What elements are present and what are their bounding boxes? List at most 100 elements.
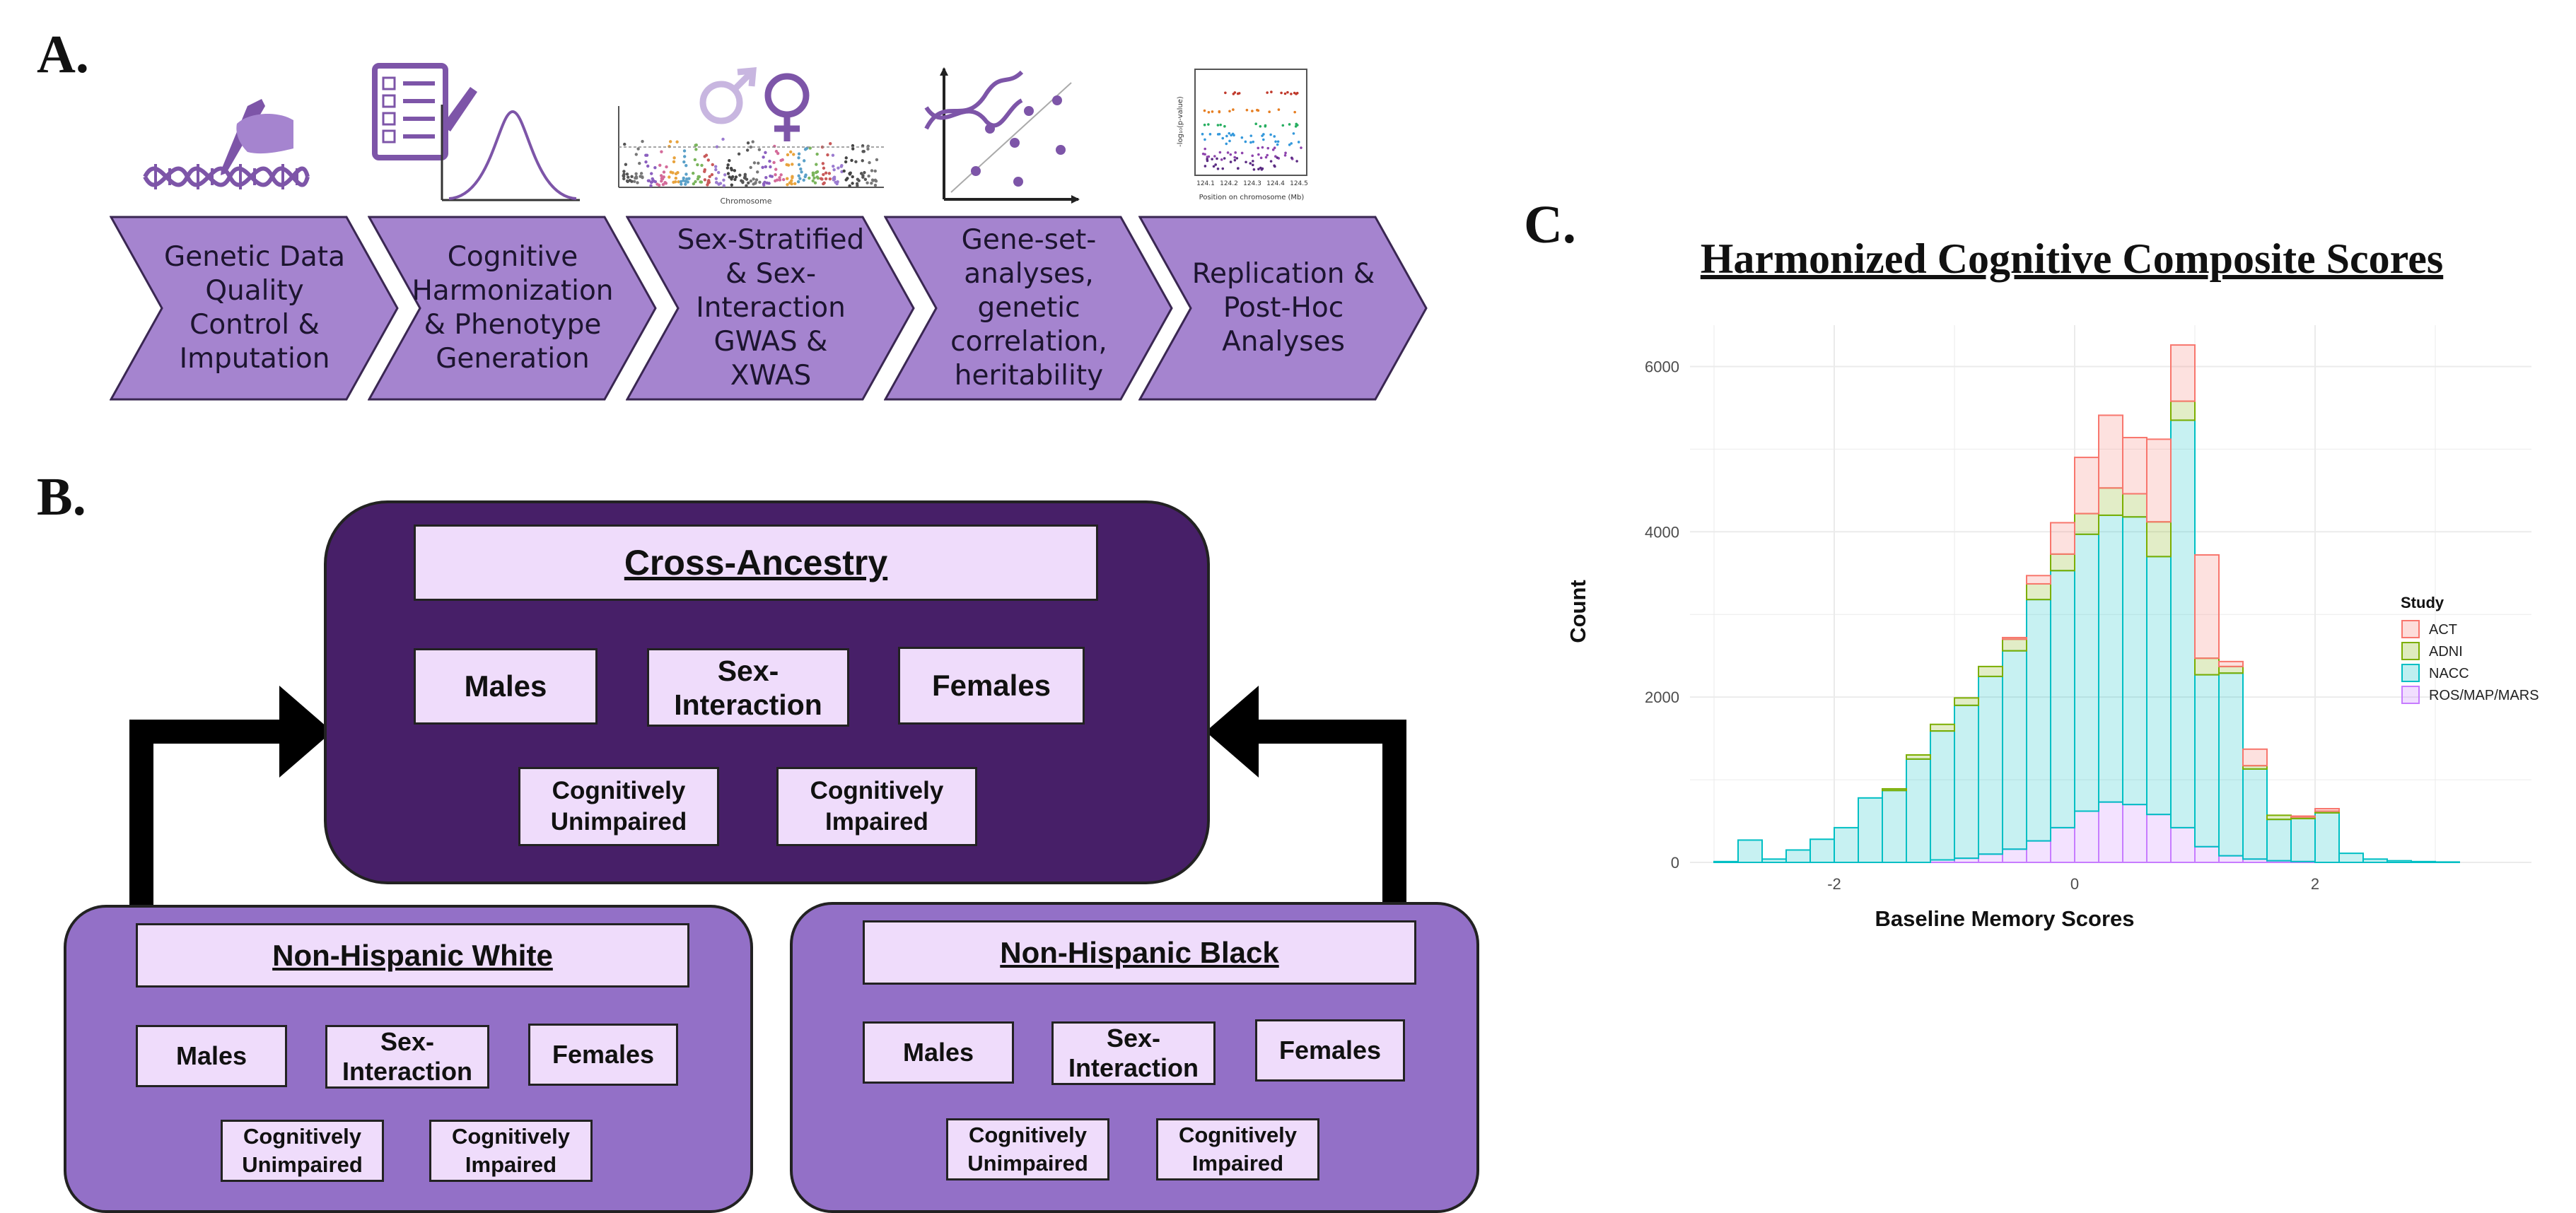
locuszoom-point bbox=[1259, 124, 1262, 128]
locuszoom-point bbox=[1244, 140, 1247, 143]
manhattan-point bbox=[747, 181, 750, 184]
manhattan-point bbox=[851, 143, 855, 148]
manhattan-point bbox=[645, 153, 649, 157]
histogram-bar-nacc bbox=[2338, 852, 2364, 864]
manhattan-point bbox=[752, 177, 755, 181]
manhattan-point bbox=[822, 166, 826, 170]
locuszoom-point bbox=[1261, 138, 1265, 141]
legend-title: Study bbox=[2401, 594, 2444, 611]
manhattan-point bbox=[729, 166, 733, 170]
manhattan-point bbox=[693, 158, 697, 162]
manhattan-point bbox=[636, 147, 640, 151]
histogram-bar-adni bbox=[1882, 787, 1907, 792]
checklist-distribution-icon bbox=[371, 62, 583, 207]
histogram-bar-adni bbox=[2026, 582, 2051, 601]
locuszoom-point bbox=[1219, 123, 1222, 127]
manhattan-point bbox=[757, 161, 760, 165]
locuszoom-point bbox=[1201, 132, 1204, 136]
panel-label-b: B. bbox=[37, 467, 86, 527]
locuszoom-point bbox=[1249, 134, 1253, 137]
locuszoom-point bbox=[1266, 91, 1269, 94]
x-tick-label: -2 bbox=[1827, 875, 1841, 893]
manhattan-point bbox=[694, 143, 697, 147]
locuszoom-point bbox=[1276, 156, 1279, 159]
manhattan-point bbox=[714, 177, 718, 180]
manhattan-point bbox=[749, 145, 753, 149]
locuszoom-plot-icon: -log₁₀(p-value) 124.1 124.2 124.3 124.4 … bbox=[1174, 65, 1329, 206]
lz-xtick: 124.2 bbox=[1220, 180, 1238, 187]
manhattan-point bbox=[722, 178, 725, 182]
histogram-bar-ros-map-mars bbox=[2122, 804, 2147, 864]
locuszoom-point bbox=[1264, 156, 1268, 159]
histogram-bar-nacc bbox=[1858, 797, 1883, 863]
manhattan-point bbox=[626, 180, 629, 183]
manhattan-point bbox=[749, 179, 753, 183]
manhattan-point bbox=[844, 160, 848, 164]
locuszoom-point bbox=[1283, 153, 1287, 157]
locuszoom-point bbox=[1223, 157, 1226, 160]
histogram-bar-nacc bbox=[2098, 514, 2123, 803]
locuszoom-point bbox=[1252, 140, 1255, 143]
locuszoom-point bbox=[1295, 93, 1298, 95]
manhattan-point bbox=[716, 170, 721, 175]
histogram-bar-adni bbox=[2098, 487, 2123, 516]
manhattan-point bbox=[844, 156, 848, 160]
manhattan-point bbox=[752, 161, 757, 165]
manhattan-point bbox=[867, 174, 870, 178]
manhattan-point bbox=[822, 182, 825, 186]
locuszoom-point bbox=[1226, 151, 1230, 154]
manhattan-point bbox=[668, 175, 671, 179]
manhattan-point bbox=[772, 160, 776, 165]
y-tick-label: 6000 bbox=[1645, 358, 1679, 375]
legend-label: ACT bbox=[2429, 622, 2457, 638]
histogram-bar-act bbox=[2074, 457, 2099, 515]
histogram-bar-adni bbox=[2122, 493, 2147, 518]
manhattan-point bbox=[820, 177, 824, 181]
manhattan-point bbox=[846, 177, 849, 180]
manhattan-point bbox=[708, 175, 711, 179]
manhattan-point bbox=[664, 182, 668, 185]
x-tick-label: 2 bbox=[2311, 875, 2319, 893]
histogram-bar-ros-map-mars bbox=[2050, 826, 2075, 864]
manhattan-point bbox=[622, 177, 626, 181]
locuszoom-point bbox=[1281, 124, 1285, 127]
locuszoom-point bbox=[1268, 110, 1271, 114]
histogram-bar-nacc bbox=[1978, 675, 2003, 855]
lz-xtick: 124.3 bbox=[1243, 180, 1261, 187]
manhattan-point bbox=[639, 172, 643, 175]
locuszoom-point bbox=[1216, 157, 1218, 160]
manhattan-point bbox=[837, 166, 840, 170]
locuszoom-point bbox=[1295, 160, 1298, 163]
y-tick-label: 0 bbox=[1671, 854, 1679, 872]
locuszoom-point bbox=[1297, 141, 1300, 143]
manhattan-point bbox=[623, 142, 626, 146]
locuszoom-point bbox=[1229, 160, 1232, 163]
histogram-bar-ros-map-mars bbox=[2074, 810, 2099, 863]
locuszoom-point bbox=[1216, 124, 1220, 127]
manhattan-point bbox=[711, 163, 714, 167]
nhw-females: Females bbox=[528, 1024, 678, 1086]
pipeline-step-qc: Genetic Data Quality Control & Imputatio… bbox=[110, 216, 400, 401]
manhattan-point bbox=[767, 182, 771, 185]
manhattan-point bbox=[696, 177, 700, 181]
manhattan-point bbox=[828, 177, 832, 181]
histogram-bar-act bbox=[2026, 575, 2051, 585]
manhattan-point bbox=[861, 159, 864, 163]
y-axis-label: Count bbox=[1566, 580, 1590, 643]
manhattan-point bbox=[774, 173, 777, 177]
locuszoom-point bbox=[1225, 142, 1228, 146]
manhattan-point bbox=[626, 175, 630, 179]
manhattan-point bbox=[674, 180, 677, 184]
manhattan-point bbox=[682, 155, 687, 158]
locuszoom-point bbox=[1218, 132, 1221, 136]
legend-label: ROS/MAP/MARS bbox=[2429, 688, 2539, 703]
manhattan-point bbox=[684, 182, 687, 186]
locuszoom-point bbox=[1280, 91, 1283, 95]
manhattan-point bbox=[715, 145, 719, 148]
manhattan-point bbox=[710, 172, 714, 177]
manhattan-point bbox=[659, 174, 663, 177]
histogram-bar-nacc bbox=[2002, 650, 2027, 850]
manhattan-point bbox=[797, 174, 800, 177]
manhattan-point bbox=[866, 147, 870, 151]
manhattan-point bbox=[815, 170, 818, 175]
